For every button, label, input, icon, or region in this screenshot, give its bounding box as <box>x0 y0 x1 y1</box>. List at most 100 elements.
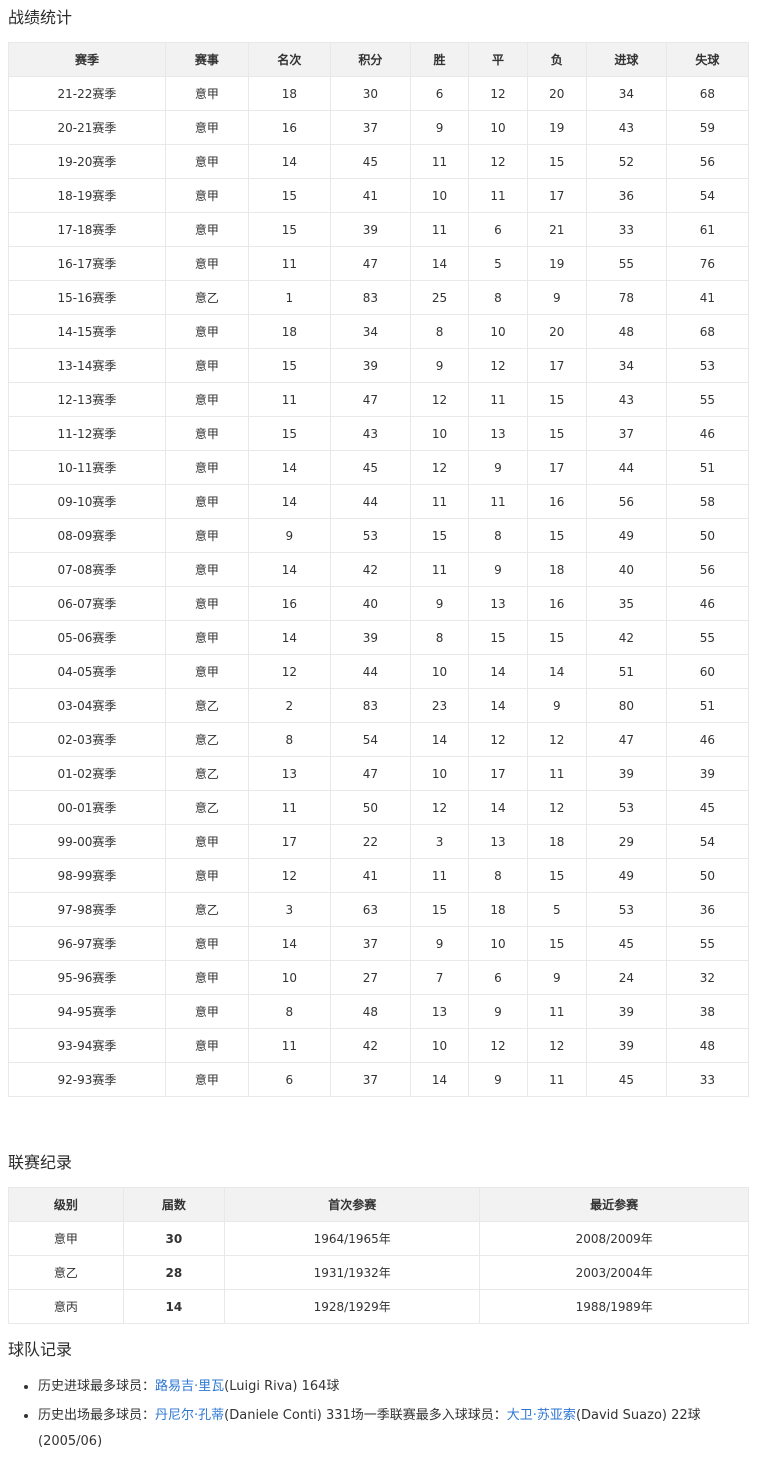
column-header: 胜 <box>409 42 470 77</box>
table-cell: 41 <box>329 178 411 213</box>
table-cell: 92-93赛季 <box>8 1062 166 1097</box>
table-cell: 9 <box>468 552 528 587</box>
table-cell: 14 <box>409 722 470 757</box>
table-cell: 18-19赛季 <box>8 178 166 213</box>
player-link[interactable]: 丹尼尔·孔蒂 <box>155 1408 225 1423</box>
table-cell: 意甲 <box>164 382 249 417</box>
table-cell: 15 <box>247 212 331 247</box>
player-link[interactable]: 路易吉·里瓦 <box>155 1379 225 1394</box>
player-link[interactable]: 大卫·苏亚索 <box>506 1408 576 1423</box>
record-text: 历史出场最多球员： <box>38 1408 156 1423</box>
column-header: 赛季 <box>8 42 166 77</box>
table-cell: 11 <box>526 994 587 1029</box>
table-cell: 意甲 <box>164 552 249 587</box>
table-cell: 12 <box>468 144 528 179</box>
table-cell: 42 <box>329 1028 411 1063</box>
table-cell: 39 <box>665 756 750 791</box>
table-cell: 10 <box>409 178 470 213</box>
table-row: 17-18赛季 意甲 15 39 11 6 21 33 61 <box>8 212 750 247</box>
table-cell: 18 <box>526 552 587 587</box>
table-cell: 39 <box>329 620 411 655</box>
table-cell: 11 <box>526 756 587 791</box>
table-cell: 33 <box>665 1062 750 1097</box>
table-cell: 99-00赛季 <box>8 824 166 859</box>
table-cell: 45 <box>329 450 411 485</box>
table-cell: 14 <box>468 790 528 825</box>
table-cell: 意甲 <box>164 450 249 485</box>
table-cell: 97-98赛季 <box>8 892 166 927</box>
table-cell: 意乙 <box>8 1255 124 1290</box>
table-cell: 44 <box>329 484 411 519</box>
table-cell: 54 <box>665 824 750 859</box>
column-header: 进球 <box>585 42 667 77</box>
table-cell: 96-97赛季 <box>8 926 166 961</box>
table-cell: 24 <box>585 960 667 995</box>
table-cell: 19 <box>526 110 587 145</box>
table-cell: 11 <box>247 1028 331 1063</box>
table-cell: 8 <box>409 314 470 349</box>
table-cell: 39 <box>585 1028 667 1063</box>
record-text: (Daniele Conti) 331场一季联赛最多入球球员： <box>224 1408 507 1423</box>
table-cell: 意甲 <box>164 416 249 451</box>
table-cell: 1964/1965年 <box>224 1221 481 1256</box>
table-cell: 61 <box>665 212 750 247</box>
table-cell: 15 <box>526 858 587 893</box>
table-cell: 49 <box>585 518 667 553</box>
table-cell: 12 <box>468 348 528 383</box>
table-cell: 意甲 <box>164 518 249 553</box>
column-header: 最近参赛 <box>479 1187 749 1222</box>
team-records-section-title: 球队记录 <box>8 1340 73 1359</box>
table-cell: 93-94赛季 <box>8 1028 166 1063</box>
column-header: 平 <box>468 42 528 77</box>
table-cell: 40 <box>329 586 411 621</box>
table-cell: 11 <box>409 552 470 587</box>
table-cell: 47 <box>329 756 411 791</box>
table-cell: 意乙 <box>164 722 249 757</box>
table-cell: 意丙 <box>8 1289 124 1324</box>
table-cell: 39 <box>585 756 667 791</box>
table-cell: 9 <box>409 586 470 621</box>
table-cell: 17 <box>247 824 331 859</box>
table-cell: 22 <box>329 824 411 859</box>
table-cell: 55 <box>665 382 750 417</box>
table-cell: 8 <box>468 280 528 315</box>
table-cell: 95-96赛季 <box>8 960 166 995</box>
table-cell: 39 <box>329 348 411 383</box>
table-cell: 63 <box>329 892 411 927</box>
table-cell: 54 <box>329 722 411 757</box>
table-cell: 14 <box>247 450 331 485</box>
table-cell: 53 <box>329 518 411 553</box>
table-cell: 15 <box>526 518 587 553</box>
table-cell: 9 <box>409 348 470 383</box>
table-cell: 9 <box>468 450 528 485</box>
table-cell: 15 <box>247 348 331 383</box>
table-cell: 34 <box>329 314 411 349</box>
table-cell: 14 <box>468 654 528 689</box>
table-cell: 11 <box>247 382 331 417</box>
table-cell: 9 <box>526 280 587 315</box>
table-row: 20-21赛季 意甲 16 37 9 10 19 43 59 <box>8 110 750 145</box>
record-text: (Luigi Riva) 164球 <box>224 1379 340 1394</box>
table-cell: 55 <box>585 246 667 281</box>
table-cell: 50 <box>665 518 750 553</box>
stats-table-header: 赛季 赛事 名次 积分胜平负进球 失球 <box>8 42 750 77</box>
table-cell: 10 <box>409 1028 470 1063</box>
table-cell: 04-05赛季 <box>8 654 166 689</box>
table-cell: 45 <box>585 1062 667 1097</box>
table-cell: 53 <box>665 348 750 383</box>
table-cell: 56 <box>665 144 750 179</box>
table-cell: 15 <box>247 178 331 213</box>
table-cell: 25 <box>409 280 470 315</box>
table-cell: 12 <box>526 1028 587 1063</box>
table-cell: 18 <box>247 314 331 349</box>
table-row: 98-99赛季 意甲 12 41 11 8 15 49 50 <box>8 858 750 893</box>
table-cell: 44 <box>585 450 667 485</box>
table-cell: 14 <box>122 1289 226 1324</box>
table-cell: 12 <box>526 722 587 757</box>
table-cell: 56 <box>665 552 750 587</box>
table-cell: 51 <box>585 654 667 689</box>
table-cell: 15 <box>526 144 587 179</box>
table-cell: 12 <box>409 450 470 485</box>
table-cell: 13 <box>468 416 528 451</box>
table-cell: 43 <box>585 110 667 145</box>
